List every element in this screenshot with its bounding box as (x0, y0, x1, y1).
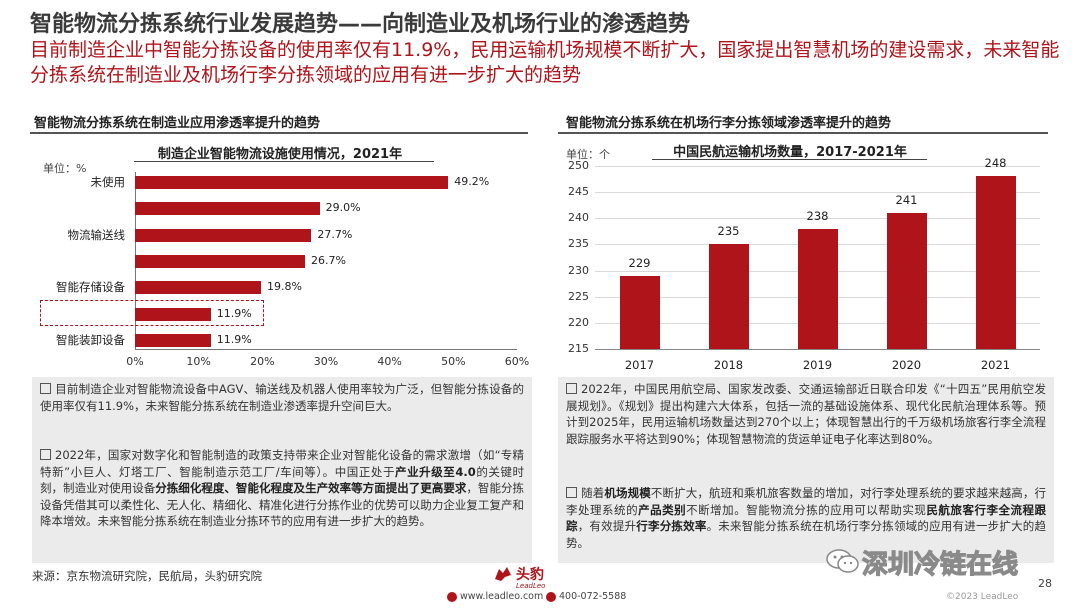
y-tick-label: 220 (568, 315, 589, 329)
right-chart-title-underline (652, 159, 927, 160)
y-tick-label: 225 (568, 289, 589, 303)
x-tick-label: 2018 (713, 358, 744, 372)
bar-value-label: 29.0% (325, 201, 361, 215)
bar (135, 228, 312, 242)
bar (975, 176, 1016, 349)
left-section-title: 智能物流分拣系统在制造业应用渗透率提升的趋势 (34, 116, 321, 131)
left-chart-unit: 单位：% (43, 162, 87, 175)
bar-value-label: 26.7% (310, 253, 346, 267)
category-label: 智能装卸设备 (56, 332, 125, 347)
bar-value-label: 241 (895, 193, 918, 208)
bar-value-label: 27.7% (317, 227, 353, 241)
checkbox-bullet-icon (566, 487, 577, 498)
phone-number: 400-072-5588 (559, 591, 627, 602)
bar (619, 275, 660, 349)
y-tick-label: 215 (568, 342, 589, 355)
y-tick-label: 235 (568, 237, 589, 251)
bar-value-label: 19.8% (267, 280, 302, 294)
right-section-rule (558, 132, 1048, 134)
source-note: 来源：京东物流研究院，民航局，头豹研究院 (32, 569, 262, 583)
website-link[interactable]: www.leadleo.com (460, 591, 544, 602)
gridline (595, 218, 1040, 220)
x-tick-label: 2020 (891, 358, 922, 372)
x-tick-label: 40% (377, 355, 402, 368)
y-tick-label: 240 (568, 211, 589, 225)
checkbox-bullet-icon (566, 383, 577, 394)
bar (135, 281, 262, 295)
bar-value-label: 248 (984, 156, 1007, 171)
x-tick-label: 0% (126, 355, 144, 368)
left-notes-box: 目前制造企业对智能物流设备中AGV、输送线及机器人使用率较为广泛，但智能分拣设备… (32, 377, 532, 563)
x-tick-label: 20% (250, 355, 275, 368)
bar-value-label: 49.2% (454, 175, 490, 188)
checkbox-bullet-icon (40, 383, 51, 394)
bar (886, 213, 927, 349)
phone-icon (546, 592, 556, 602)
page-number: 28 (1038, 577, 1052, 590)
gridline (595, 192, 1040, 194)
right-notes-box: 2022年，中国民用航空局、国家发改委、交通运输部近日联合印发《“十四五”民用航… (558, 377, 1054, 563)
bar (135, 307, 211, 321)
bar (797, 228, 838, 349)
category-label: 智能存储设备 (56, 280, 125, 295)
category-label: 物流输送线 (67, 227, 126, 242)
bar (135, 254, 305, 268)
web-icon (447, 592, 457, 602)
bar-value-label: 229 (628, 255, 651, 270)
bar-value-label: 11.9% (216, 332, 252, 346)
page-subtitle: 目前制造企业中智能分拣设备的使用率仅有11.9%，民用运输机场规模不断扩大，国家… (30, 39, 1060, 86)
right-bar-chart: 215 220 225 230 235 240 245 250 229 2017 235 2018 23… (568, 156, 1040, 372)
right-section-title: 智能物流分拣系统在机场行李分拣领域渗透率提升的趋势 (566, 116, 892, 131)
bar-value-label: 235 (717, 224, 740, 239)
brand-sub: LeadLeo (516, 582, 546, 590)
left-note-1: 目前制造企业对智能物流设备中AGV、输送线及机器人使用率较为广泛，但智能分拣设备… (40, 382, 524, 413)
bar (135, 333, 211, 347)
y-tick-label: 250 (568, 159, 589, 172)
left-bar-chart: 49.2% 未使用 29.0% 27.7% 物流输送线 26.7% 19.8% 智能存储设备 1… (0, 0, 540, 380)
right-chart-title: 中国民航运输机场数量，2017-2021年 (673, 145, 907, 160)
left-chart-title-underline (134, 161, 434, 162)
x-tick-label: 60% (504, 355, 530, 368)
right-note-2: 随着机场规模不断扩大，航班和乘机旅客数量的增加，对行李处理系统的要求越来越高，行… (566, 486, 1047, 550)
x-tick-label: 2021 (980, 358, 1011, 372)
bar (708, 244, 749, 349)
brand-name: 头豹 (516, 567, 544, 583)
y-tick-label: 245 (568, 185, 589, 199)
right-chart-unit: 单位：个 (566, 148, 610, 161)
x-tick-label: 50% (441, 355, 466, 368)
y-tick-label: 230 (568, 263, 589, 277)
gridline (595, 349, 1040, 350)
left-chart-title: 制造企业智能物流设施使用情况，2021年 (157, 147, 403, 162)
bar (135, 176, 449, 189)
bar-value-label: 238 (806, 208, 829, 223)
right-note-1: 2022年，中国民用航空局、国家发改委、交通运输部近日联合印发《“十四五”民用航… (566, 382, 1046, 446)
bar-value-label: 11.9% (216, 306, 252, 320)
x-tick-label: 2017 (624, 358, 655, 372)
x-axis-line (135, 349, 517, 350)
left-note-2: 2022年，国家对数字化和智能制造的政策支持带来企业对智能化设备的需求激增（如“… (40, 448, 525, 528)
watermark-text: 深圳冷链在线 (861, 549, 1019, 580)
x-tick-label: 2019 (802, 358, 833, 372)
gridline (595, 166, 1040, 167)
checkbox-bullet-icon (40, 449, 51, 460)
left-section-rule (30, 132, 528, 134)
wechat-icon (826, 548, 860, 574)
category-label: 未使用 (90, 175, 126, 189)
page-title: 智能物流分拣系统行业发展趋势——向制造业及机场行业的渗透趋势 (30, 12, 691, 37)
bar (135, 202, 320, 216)
highlight-box (40, 299, 264, 326)
leadleo-logo-icon (493, 565, 513, 583)
x-tick-label: 30% (313, 355, 339, 368)
x-tick-label: 10% (186, 355, 211, 368)
copyright: ©2023 LeadLeo (946, 592, 1019, 602)
